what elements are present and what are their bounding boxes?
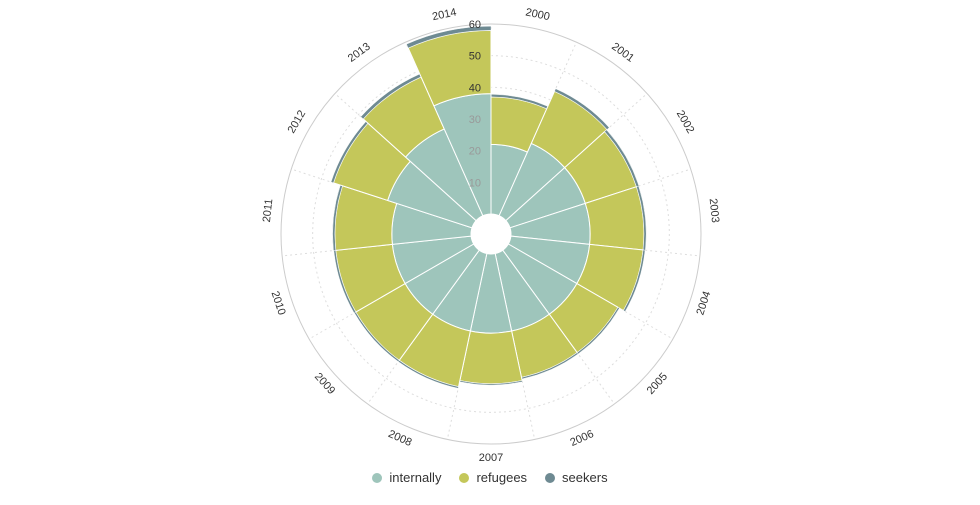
bar-layer: [330, 26, 647, 389]
y-tick-label-20: 20: [469, 146, 481, 158]
category-label-2007: 2007: [479, 452, 503, 464]
legend-swatch-seekers: [545, 472, 556, 483]
category-label-2004: 2004: [694, 290, 713, 317]
legend-swatch-internally: [372, 472, 383, 483]
y-tick-label-50: 50: [469, 51, 481, 63]
category-label-2005: 2005: [645, 371, 670, 397]
legend-swatch-refugees: [459, 472, 470, 483]
category-label-2000: 2000: [524, 6, 550, 23]
category-label-2011: 2011: [261, 198, 275, 223]
category-label-2012: 2012: [286, 108, 309, 135]
category-label-2009: 2009: [312, 371, 337, 397]
category-label-2008: 2008: [386, 428, 413, 449]
category-label-2010: 2010: [269, 290, 288, 317]
y-tick-label-40: 40: [469, 82, 481, 94]
legend-item-internally[interactable]: internally: [372, 470, 441, 485]
bar-seekers-2001[interactable]: [554, 88, 610, 130]
category-label-2002: 2002: [674, 108, 697, 135]
category-label-2001: 2001: [609, 41, 636, 65]
bar-seekers-2004[interactable]: [623, 249, 646, 312]
radial-gridline-60: [280, 23, 702, 445]
legend-label-seekers: seekers: [562, 470, 608, 485]
legend-label-refugees: refugees: [476, 470, 528, 485]
category-label-2014: 2014: [431, 6, 457, 23]
category-label-2003: 2003: [707, 198, 721, 224]
legend: internally refugees seekers: [0, 470, 980, 485]
y-tick-label-60: 60: [469, 19, 481, 31]
center-hole: [471, 214, 511, 254]
category-label-2013: 2013: [346, 41, 373, 65]
legend-label-internally: internally: [389, 470, 442, 485]
bar-seekers-2014[interactable]: [406, 26, 492, 49]
category-label-2006: 2006: [568, 428, 595, 449]
center-layer: [471, 214, 511, 254]
y-tick-label-10: 10: [469, 177, 481, 189]
y-tick-label-30: 30: [469, 114, 481, 126]
legend-item-seekers[interactable]: seekers: [545, 470, 608, 485]
y-tick-layer: 10 20 30 40 50 60: [469, 19, 481, 189]
legend-item-refugees[interactable]: refugees: [459, 470, 527, 485]
